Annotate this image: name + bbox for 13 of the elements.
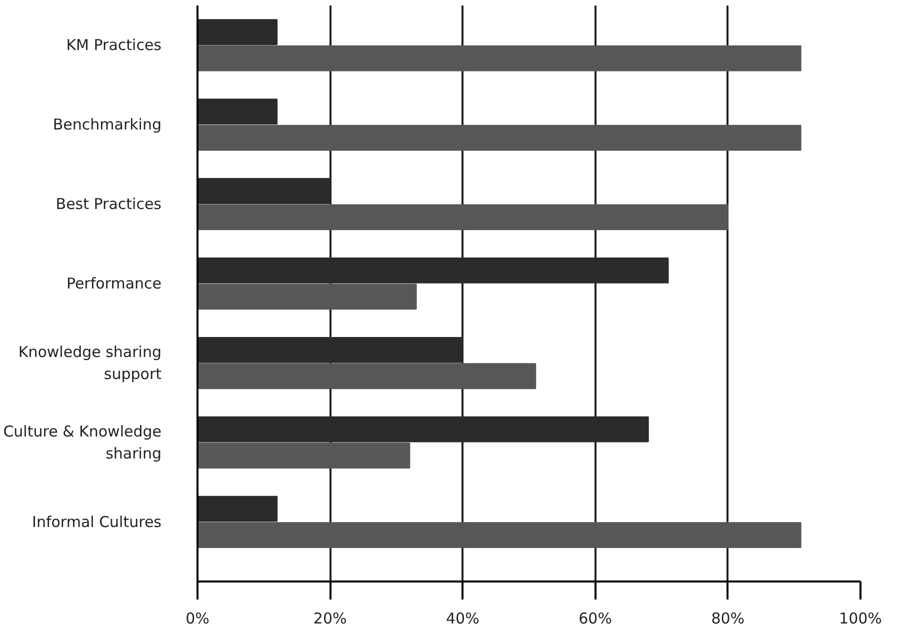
y-tick-label: KM Practices (66, 36, 162, 54)
y-tick-label: Best Practices (56, 195, 162, 214)
y-tick-label: Knowledge sharing support (18, 343, 162, 383)
x-tick-label: 20% (313, 610, 347, 628)
y-tick-label: Culture & Knowledge sharing (3, 422, 162, 462)
x-tick-label: 100% (839, 610, 882, 628)
y-tick-label: Performance (66, 274, 162, 293)
x-tick-label: 80% (711, 610, 745, 628)
x-tick-label: 0% (186, 610, 210, 628)
y-tick-label: Benchmarking (52, 116, 162, 134)
y-tick-label: Informal Cultures (32, 512, 162, 531)
x-tick-label: 40% (446, 610, 480, 628)
x-tick-label: 60% (578, 610, 612, 628)
